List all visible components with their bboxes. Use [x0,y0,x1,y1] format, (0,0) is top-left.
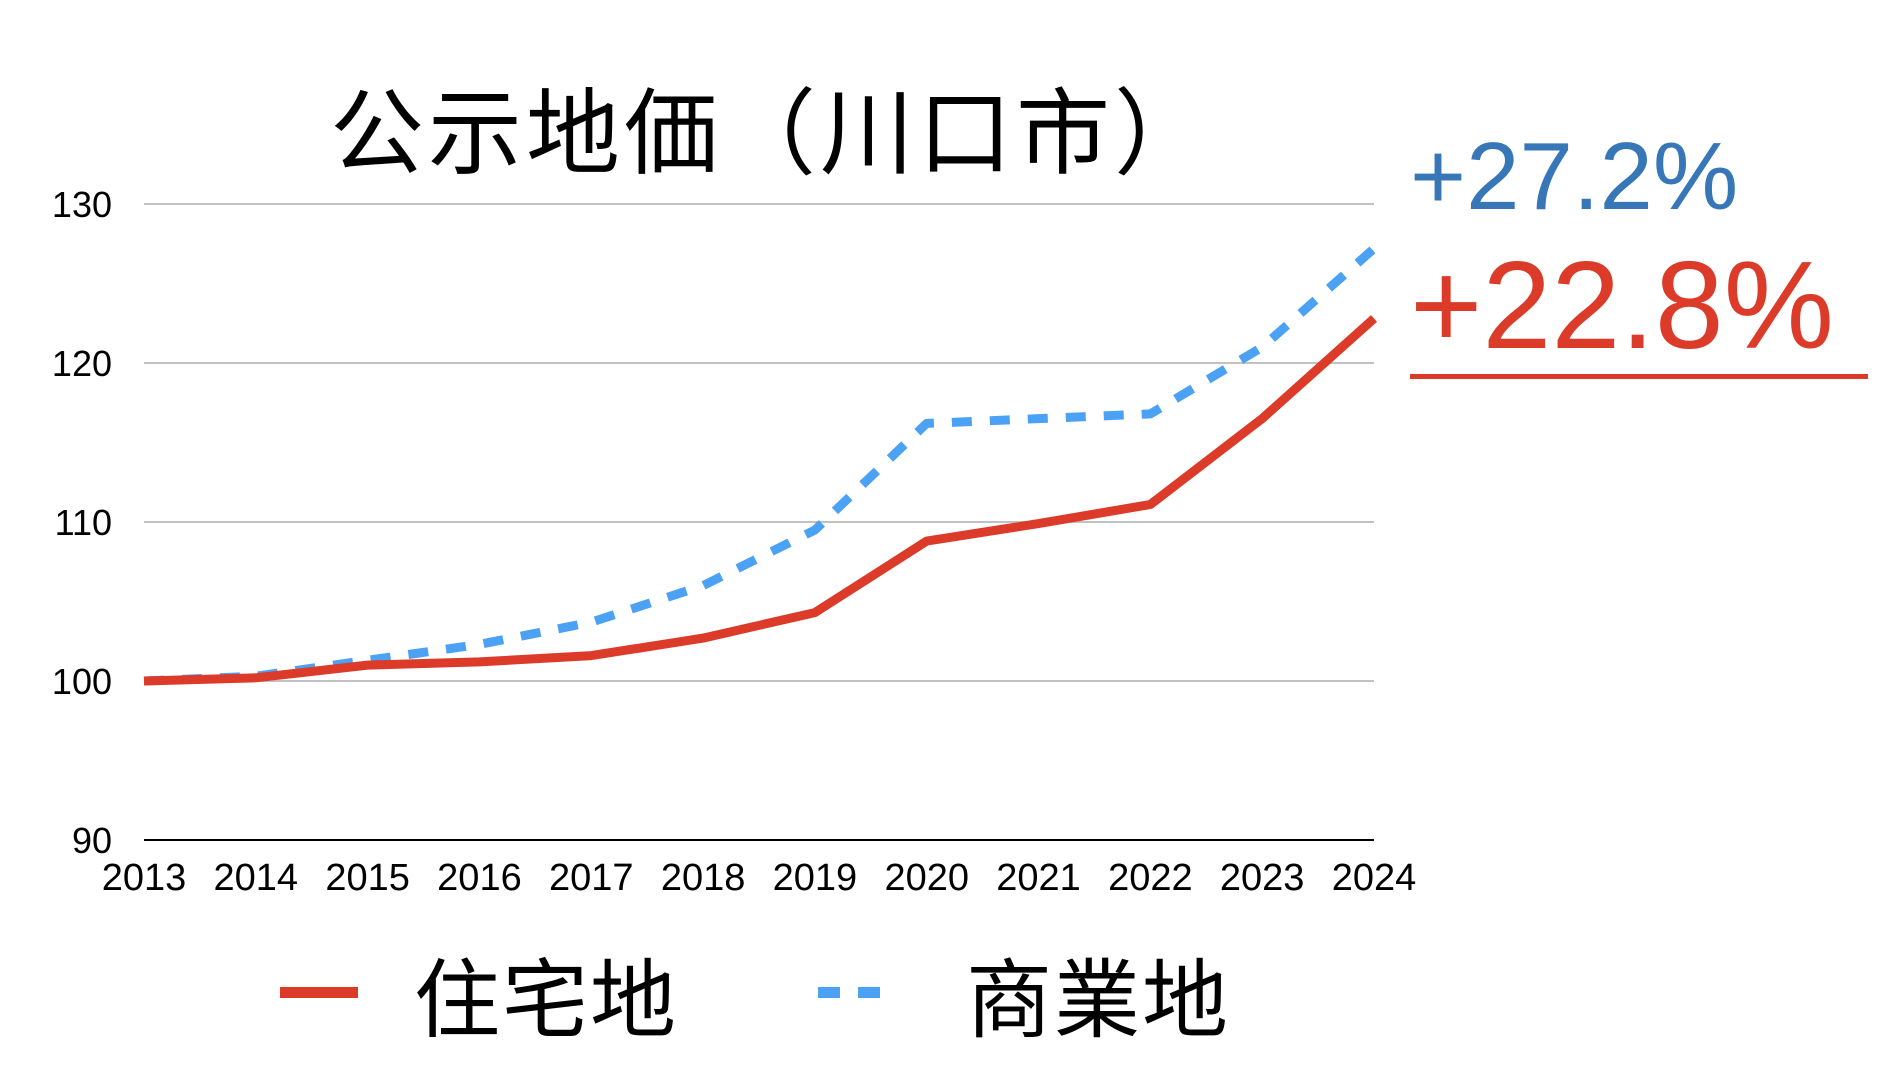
y-axis-ticks: 90 100 110 120 130 [52,184,112,861]
chart-title: 公示地価（川口市） [330,80,1213,189]
y-tick-label: 110 [55,502,112,543]
x-tick-label: 2017 [549,857,634,899]
x-tick-label: 2019 [773,857,858,899]
x-tick-label: 2018 [661,857,746,899]
x-tick-label: 2015 [325,857,410,899]
x-tick-label: 2020 [884,857,969,899]
dashed-line-swatch-icon [818,987,896,998]
legend-label-residential: 住宅地 [414,951,678,1051]
y-tick-label: 130 [52,184,112,225]
x-tick-label: 2013 [102,857,187,899]
commercial-line [143,245,1377,686]
solid-line-swatch-icon [280,987,358,998]
x-tick-label: 2014 [214,857,299,899]
residential-line [143,315,1378,686]
x-tick-label: 2024 [1332,857,1417,899]
x-tick-label: 2021 [996,857,1081,899]
y-tick-label: 120 [52,343,112,384]
legend-item-commercial[interactable]: 商業地 [818,930,1230,1055]
x-tick-label: 2016 [437,857,522,899]
y-tick-label: 90 [72,820,112,861]
x-tick-label: 2022 [1108,857,1193,899]
y-tick-label: 100 [52,661,112,702]
series-lines [143,245,1378,686]
legend-label-commercial: 商業地 [966,951,1230,1051]
legend-item-residential[interactable]: 住宅地 [280,930,678,1055]
residential-change-label: +22.8% [1410,244,1868,379]
commercial-change-label: +27.2% [1410,123,1739,230]
legend: 住宅地 商業地 [280,930,1370,1055]
gridlines [144,203,1374,841]
x-axis-ticks: 2013 2014 2015 2016 2017 2018 2019 2020 2021 2022… [102,857,1417,899]
x-tick-label: 2023 [1220,857,1305,899]
